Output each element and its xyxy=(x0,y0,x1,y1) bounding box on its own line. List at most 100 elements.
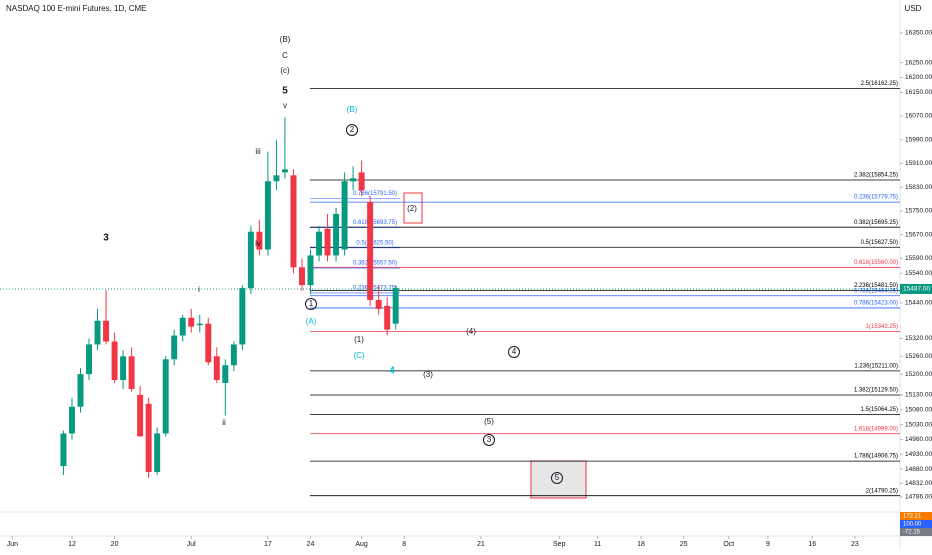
y-tick-label: 16200.00 xyxy=(905,74,932,81)
candle-body xyxy=(154,433,161,473)
candle-body xyxy=(179,317,186,336)
indicator-box xyxy=(900,520,932,528)
wave-label: C xyxy=(282,51,288,60)
wave-circle xyxy=(483,434,495,446)
fib-label: 1.618(14999.00) xyxy=(854,426,898,432)
y-tick-label: 14786.00 xyxy=(905,494,932,501)
candle-body xyxy=(60,433,67,467)
wave-label: i xyxy=(198,285,200,294)
x-tick-label: 21 xyxy=(477,541,485,548)
x-tick-label: 12 xyxy=(68,541,76,548)
candle-body xyxy=(103,320,110,342)
indicator-label: 100.00 xyxy=(903,522,922,528)
fib-label: 1.5(15064.25) xyxy=(861,407,898,413)
candle-body xyxy=(111,341,118,381)
y-tick-label: 15130.00 xyxy=(905,392,932,399)
x-tick-label: Oct xyxy=(723,541,734,548)
wave-label: (B) xyxy=(347,105,358,114)
wave-label: (4) xyxy=(466,327,476,336)
wave-label: (2) xyxy=(407,204,417,213)
wave-label: 3 xyxy=(103,233,109,244)
candle-body xyxy=(137,394,144,437)
y-tick-label: 15320.00 xyxy=(905,335,932,342)
y-tick-label: 14980.00 xyxy=(905,436,932,443)
wave-circle xyxy=(305,298,317,310)
y-tick-label: 15590.00 xyxy=(905,255,932,262)
x-tick-label: 17 xyxy=(264,541,272,548)
y-tick-label: 15750.00 xyxy=(905,208,932,215)
wave-label: 2 xyxy=(350,125,355,134)
wave-label: (B) xyxy=(280,35,291,44)
y-tick-label: 15830.00 xyxy=(905,184,932,191)
candle-body xyxy=(145,403,152,473)
fib-label: 0.618(15560.00) xyxy=(854,260,898,266)
wave-label: (3) xyxy=(423,370,433,379)
indicator-box xyxy=(900,512,932,520)
wave-label: iii xyxy=(255,147,261,156)
y-tick-label: 15080.00 xyxy=(905,406,932,413)
fib-label: 0.382(15695.25) xyxy=(854,220,898,226)
candle-body xyxy=(188,317,195,327)
candle-body xyxy=(213,356,220,381)
x-tick-label: Jun xyxy=(7,541,18,548)
wave-label: iv xyxy=(255,239,261,248)
candle-body xyxy=(171,335,178,360)
candle-body xyxy=(281,169,288,173)
y-tick-label: 15260.00 xyxy=(905,353,932,360)
candle-body xyxy=(384,305,391,330)
x-tick-label: 16 xyxy=(808,541,816,548)
wave-circle xyxy=(508,346,520,358)
candle-body xyxy=(350,178,357,182)
y-tick-label: 14832.00 xyxy=(905,480,932,487)
y-tick-label: 16350.00 xyxy=(905,30,932,37)
y-tick-label: 15440.00 xyxy=(905,300,932,307)
wave-label: 4 xyxy=(512,347,517,356)
fib-label: 1.382(15129.50) xyxy=(854,388,898,394)
candle-body xyxy=(299,267,305,286)
current-price-label: 15487.00 xyxy=(903,286,930,293)
candle-body xyxy=(264,181,271,250)
candle-body xyxy=(290,175,297,268)
x-tick-label: 24 xyxy=(307,541,315,548)
indicator-box xyxy=(900,528,932,536)
fib-label: 1(15343.25) xyxy=(866,324,898,330)
x-tick-label: 23 xyxy=(851,541,859,548)
candle-body xyxy=(205,323,212,363)
x-tick-label: 9 xyxy=(766,541,770,548)
candle-body xyxy=(307,255,314,286)
chart-title: NASDAQ 100 E-mini Futures, 1D, CME xyxy=(6,4,146,13)
wave-label: (5) xyxy=(484,417,494,426)
x-tick-label: 20 xyxy=(111,541,119,548)
wave-label: 1 xyxy=(309,299,314,308)
y-tick-label: 15540.00 xyxy=(905,270,932,277)
fib-label: 0.618(15693.75) xyxy=(353,220,397,226)
wave-label: (A) xyxy=(306,317,317,326)
y-tick-label: 16150.00 xyxy=(905,89,932,96)
y-tick-label: 15670.00 xyxy=(905,231,932,238)
x-tick-label: Sep xyxy=(553,541,566,548)
target-box xyxy=(403,192,423,224)
fib-label: 0.382(15557.50) xyxy=(353,261,397,267)
wave-label: v xyxy=(283,101,287,110)
x-tick-label: Aug xyxy=(355,541,368,548)
wave-label: 5 xyxy=(555,473,560,482)
fib-label: 2.236(15481.50) xyxy=(854,283,898,289)
y-tick-label: 14930.00 xyxy=(905,451,932,458)
fib-label: 0.786(15464.25) xyxy=(854,288,898,294)
y-tick-label: 16070.00 xyxy=(905,113,932,120)
y-tick-label: 15990.00 xyxy=(905,136,932,143)
wave-circle xyxy=(346,124,358,136)
fib-label: 1.786(14906.75) xyxy=(854,454,898,460)
fib-label: 0.786(15791.50) xyxy=(353,191,397,197)
fib-label: 1.236(15211.00) xyxy=(854,363,898,369)
fib-label: 2(14790.25) xyxy=(866,488,898,494)
wave-label: 3 xyxy=(487,435,492,444)
indicator-label: 172.21 xyxy=(903,514,922,520)
target-zone xyxy=(530,460,587,499)
x-tick-label: 25 xyxy=(680,541,688,548)
candle-body xyxy=(222,365,229,384)
candle-body xyxy=(247,231,254,289)
candle-body xyxy=(375,299,382,309)
wave-label: ii xyxy=(222,418,226,427)
